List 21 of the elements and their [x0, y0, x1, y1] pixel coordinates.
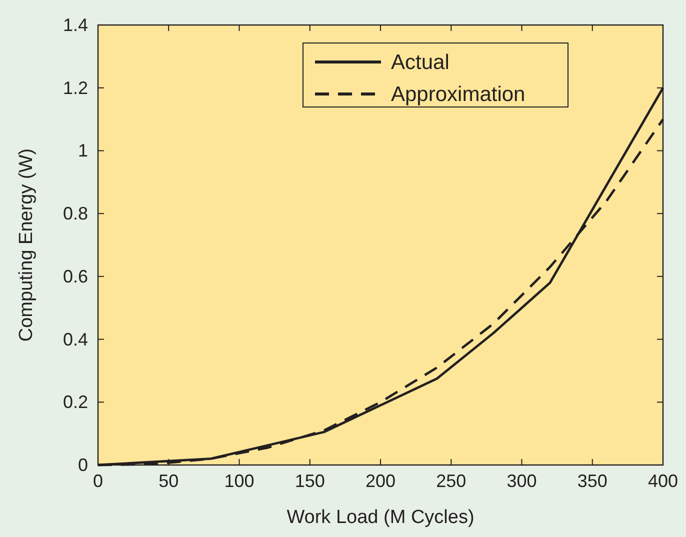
legend-label: Approximation: [391, 83, 526, 106]
y-tick-label: 1: [78, 140, 88, 161]
x-tick-label: 100: [224, 471, 254, 491]
y-tick-label: 0.8: [62, 204, 88, 224]
y-axis-title: Computing Energy (W): [16, 148, 37, 342]
y-tick-label: 0.2: [62, 392, 88, 412]
x-axis-title: Work Load (M Cycles): [286, 507, 474, 528]
x-tick-label: 150: [294, 471, 325, 491]
x-tick-label: 50: [158, 471, 179, 491]
y-tick-label: 0.6: [62, 266, 88, 286]
x-tick-label: 200: [365, 471, 396, 491]
y-tick-label: 1.2: [62, 78, 88, 98]
legend-label: Actual: [391, 51, 450, 74]
x-tick-label: 300: [506, 471, 537, 491]
x-tick-label: 350: [577, 471, 608, 491]
x-tick-label: 0: [92, 471, 104, 491]
x-tick-label: 400: [648, 471, 678, 491]
x-tick-label: 250: [436, 471, 466, 491]
y-tick-label: 1.4: [62, 15, 88, 35]
y-tick-label: 0.4: [62, 329, 88, 350]
y-tick-label: 0: [78, 455, 88, 475]
